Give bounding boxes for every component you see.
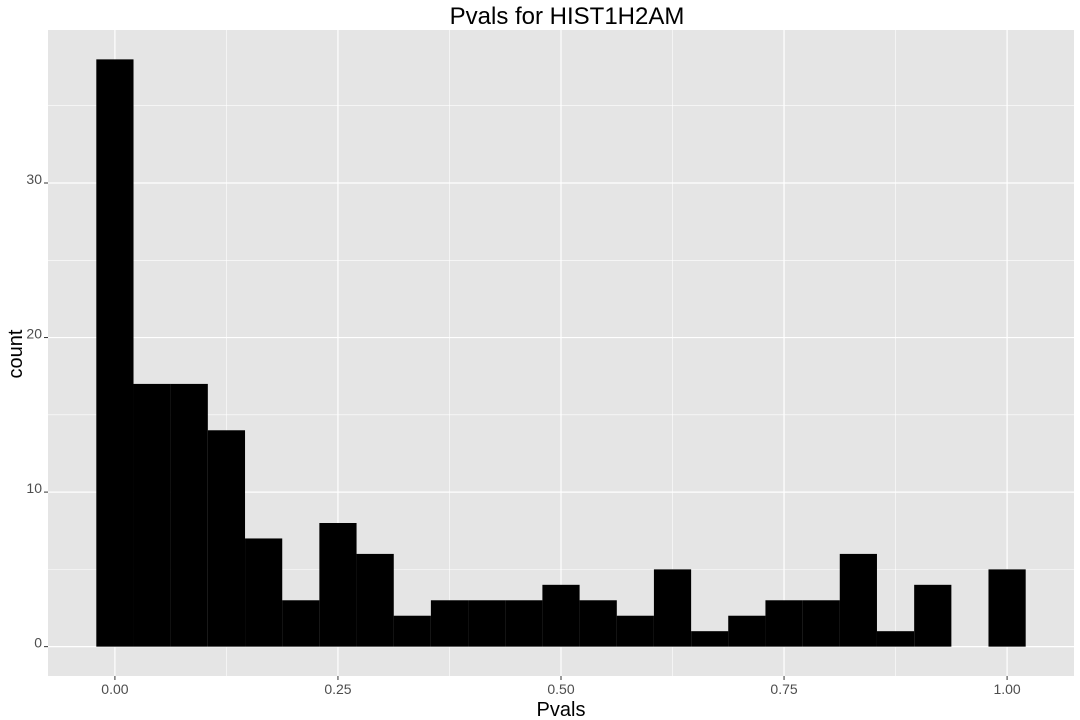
- histogram-bar: [653, 569, 692, 647]
- histogram-bar: [356, 553, 394, 647]
- histogram-bar: [988, 569, 1026, 647]
- histogram-bar: [319, 523, 357, 647]
- histogram-bar: [282, 600, 320, 647]
- histogram-bar: [207, 430, 246, 647]
- histogram-bar: [691, 631, 729, 647]
- histogram-bar: [839, 553, 877, 647]
- x-tick-label: 0.75: [770, 681, 797, 697]
- chart-title: Pvals for HIST1H2AM: [450, 3, 685, 30]
- histogram-bar: [542, 584, 580, 647]
- histogram-bar: [245, 538, 283, 647]
- x-axis-ticks: 0.00 0.25 0.50 0.75 1.00: [101, 676, 1021, 697]
- histogram-bar: [579, 600, 617, 647]
- histogram-bars: [96, 59, 1026, 647]
- x-tick-label: 0.00: [101, 681, 128, 697]
- y-axis-title: count: [5, 329, 27, 378]
- x-tick-label: 0.50: [547, 681, 574, 697]
- histogram-bar: [876, 631, 915, 647]
- histogram-bar: [170, 383, 208, 647]
- y-tick-label: 10: [26, 480, 42, 496]
- y-tick-label: 30: [26, 171, 42, 187]
- histogram-bar: [802, 600, 840, 647]
- y-tick-label: 20: [26, 326, 42, 342]
- histogram-bar: [505, 600, 543, 647]
- histogram-bar: [430, 600, 469, 647]
- histogram-bar: [765, 600, 803, 647]
- histogram-bar: [133, 383, 171, 647]
- histogram-bar: [616, 615, 654, 647]
- histogram-bar: [393, 615, 431, 647]
- histogram-bar: [468, 600, 506, 647]
- x-axis-title: Pvals: [537, 699, 586, 720]
- histogram-bar: [96, 59, 134, 647]
- y-tick-label: 0: [34, 635, 42, 651]
- histogram-bar: [728, 615, 766, 647]
- x-tick-label: 1.00: [993, 681, 1020, 697]
- y-axis-ticks: 0 10 20 30: [26, 171, 48, 651]
- histogram-bar: [914, 584, 952, 647]
- x-tick-label: 0.25: [324, 681, 351, 697]
